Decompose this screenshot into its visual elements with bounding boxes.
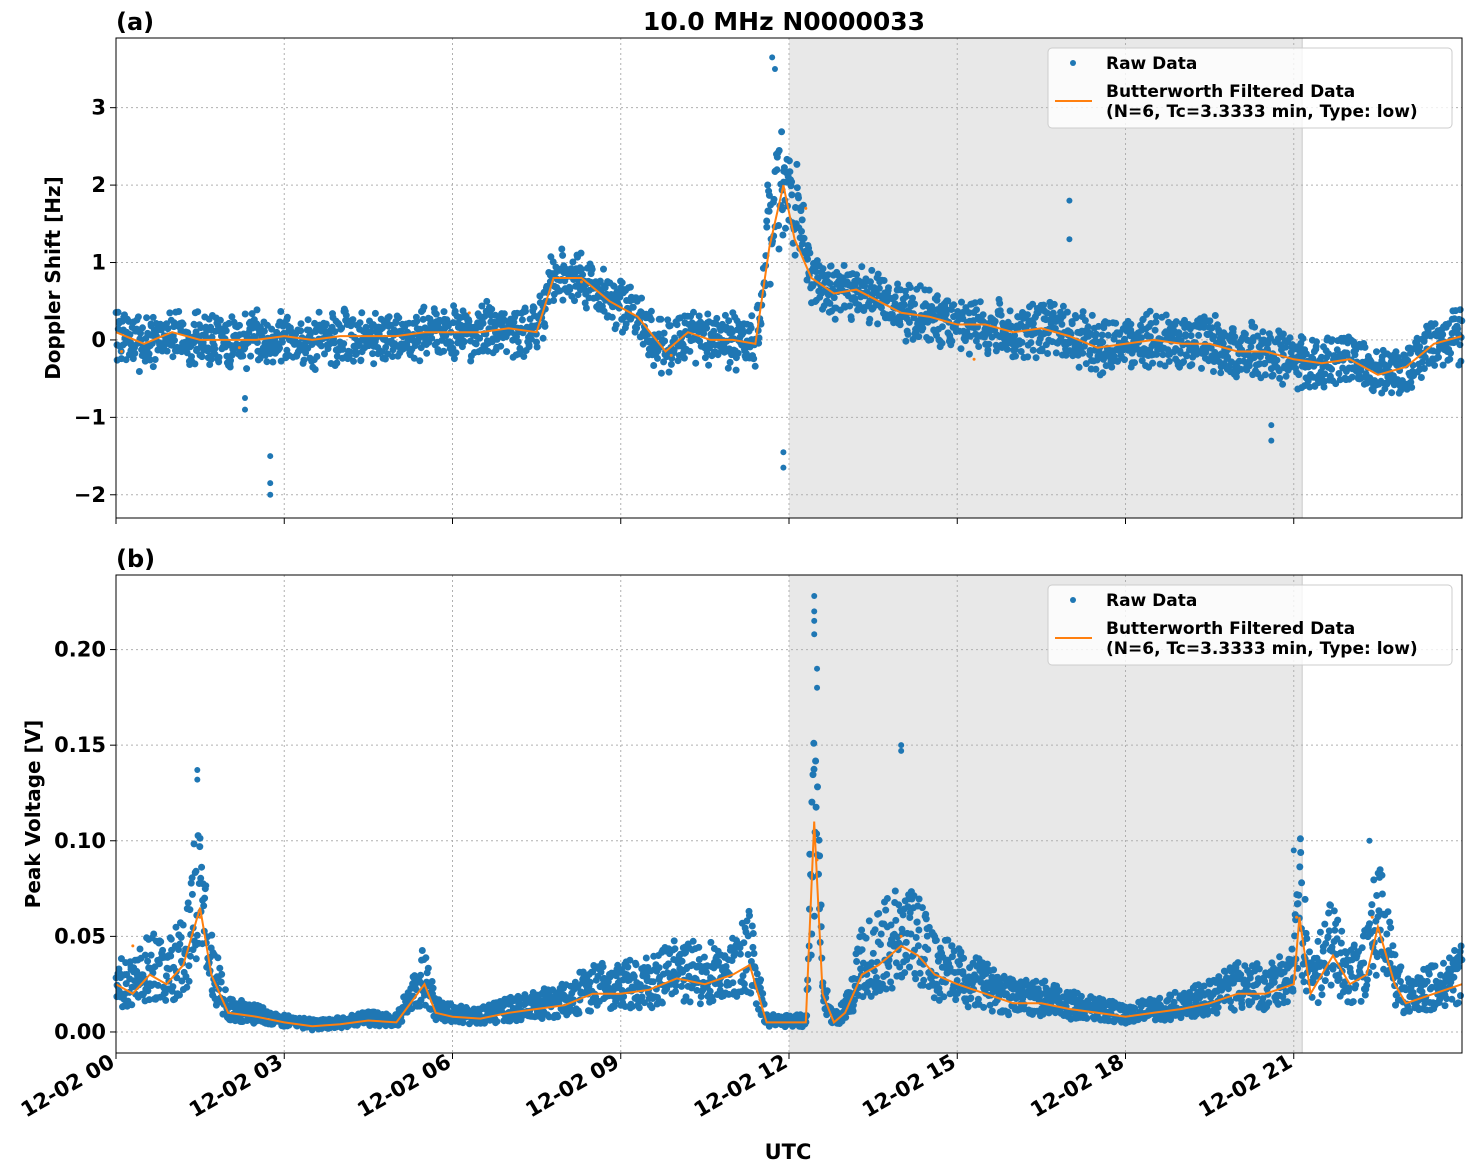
filtered-data-marker xyxy=(467,311,471,315)
filtered-data-marker xyxy=(198,915,202,919)
panel-label-a: (a) xyxy=(116,8,154,36)
raw-data-outlier xyxy=(1066,236,1073,243)
raw-data-outlier xyxy=(898,747,905,754)
x-tick-label: 12-02 09 xyxy=(521,1050,623,1123)
raw-data-outlier xyxy=(1366,837,1373,844)
filtered-data-marker xyxy=(669,353,673,357)
raw-data-outlier xyxy=(811,608,818,615)
filtered-data-line xyxy=(115,821,1463,1028)
raw-data-outlier xyxy=(811,631,818,638)
x-tick-label: 12-02 18 xyxy=(1026,1050,1128,1123)
filtered-data-marker xyxy=(972,357,976,361)
raw-data-outlier xyxy=(1290,847,1297,854)
x-tick-label: 12-02 00 xyxy=(17,1050,119,1123)
legend-marker-raw xyxy=(1070,597,1076,603)
raw-data-outlier xyxy=(267,480,274,487)
raw-data-outlier xyxy=(780,464,787,471)
y-tick-label: 3 xyxy=(91,96,106,120)
raw-data-outlier xyxy=(1066,197,1073,204)
raw-data-outlier xyxy=(267,453,274,460)
filtered-data-marker xyxy=(1295,915,1299,919)
y-tick-label: 0.10 xyxy=(54,829,106,853)
raw-data-outlier xyxy=(780,449,787,456)
filtered-data-marker xyxy=(1370,915,1374,919)
chart-title: 10.0 MHz N0000033 xyxy=(643,7,925,36)
legend-label-filtered: Butterworth Filtered Data xyxy=(1106,619,1355,639)
legend-box xyxy=(1047,47,1453,129)
y-axis-label-b: Peak Voltage [V] xyxy=(21,720,45,909)
filtered-data-marker xyxy=(131,944,135,948)
filtered-data-marker xyxy=(899,934,903,938)
y-tick-label: 0.00 xyxy=(54,1020,106,1044)
y-tick-label: 1 xyxy=(91,251,106,275)
raw-data-outlier xyxy=(811,617,818,624)
y-tick-label: 0 xyxy=(91,328,106,352)
y-tick-label: 0.05 xyxy=(54,924,106,948)
y-tick-label: −2 xyxy=(74,483,106,507)
legend-label-filtered-params: (N=6, Tc=3.3333 min, Type: low) xyxy=(1106,102,1418,122)
raw-data-outlier xyxy=(811,593,818,600)
legend-label-filtered-params: (N=6, Tc=3.3333 min, Type: low) xyxy=(1106,639,1418,659)
raw-data-outlier xyxy=(241,406,248,413)
y-tick-label: 2 xyxy=(91,173,106,197)
y-axis-label-a: Doppler Shift [Hz] xyxy=(41,176,65,380)
raw-data-outlier xyxy=(814,684,821,691)
legend-label-raw: Raw Data xyxy=(1106,591,1197,611)
x-axis-label: UTC xyxy=(765,1140,812,1164)
raw-data-outlier xyxy=(267,491,274,498)
filtered-data-line xyxy=(115,184,1463,376)
raw-data-outlier xyxy=(771,65,778,72)
raw-data-outlier xyxy=(898,742,905,749)
filtered-data-marker xyxy=(815,858,819,862)
legend-b: Raw Data Butterworth Filtered Data (N=6,… xyxy=(1047,584,1453,666)
x-tick-label: 12-02 06 xyxy=(353,1050,455,1123)
legend-a: Raw Data Butterworth Filtered Data (N=6,… xyxy=(1047,47,1453,129)
legend-label-filtered: Butterworth Filtered Data xyxy=(1106,82,1355,102)
filtered-data-marker xyxy=(579,280,583,284)
legend-box xyxy=(1047,584,1453,666)
y-tick-label: −1 xyxy=(74,405,106,429)
panel-label-b: (b) xyxy=(116,545,155,573)
legend-label-raw: Raw Data xyxy=(1106,54,1197,74)
raw-data-outlier xyxy=(241,395,248,401)
filtered-data-marker xyxy=(804,206,808,210)
raw-data-outlier xyxy=(769,54,776,61)
x-tick-label: 12-02 15 xyxy=(858,1050,960,1123)
filtered-data-marker xyxy=(237,346,241,350)
raw-data-outlier xyxy=(194,767,201,774)
x-tick-label: 12-02 03 xyxy=(185,1050,287,1123)
y-tick-label: 0.20 xyxy=(54,638,106,662)
y-tick-label: 0.15 xyxy=(54,733,106,757)
raw-data-outlier xyxy=(1268,422,1275,429)
x-tick-label: 12-02 12 xyxy=(690,1050,792,1123)
x-tick-label: 12-02 21 xyxy=(1194,1050,1296,1123)
x-tick-labels: 12-02 00 12-02 03 12-02 06 12-02 09 12-02 12… xyxy=(17,1050,1297,1123)
raw-data-outlier xyxy=(814,665,821,672)
raw-data-outlier xyxy=(1268,437,1275,444)
filtered-data-marker xyxy=(120,350,124,354)
legend-marker-raw xyxy=(1070,60,1076,66)
raw-data-outlier xyxy=(194,776,201,783)
